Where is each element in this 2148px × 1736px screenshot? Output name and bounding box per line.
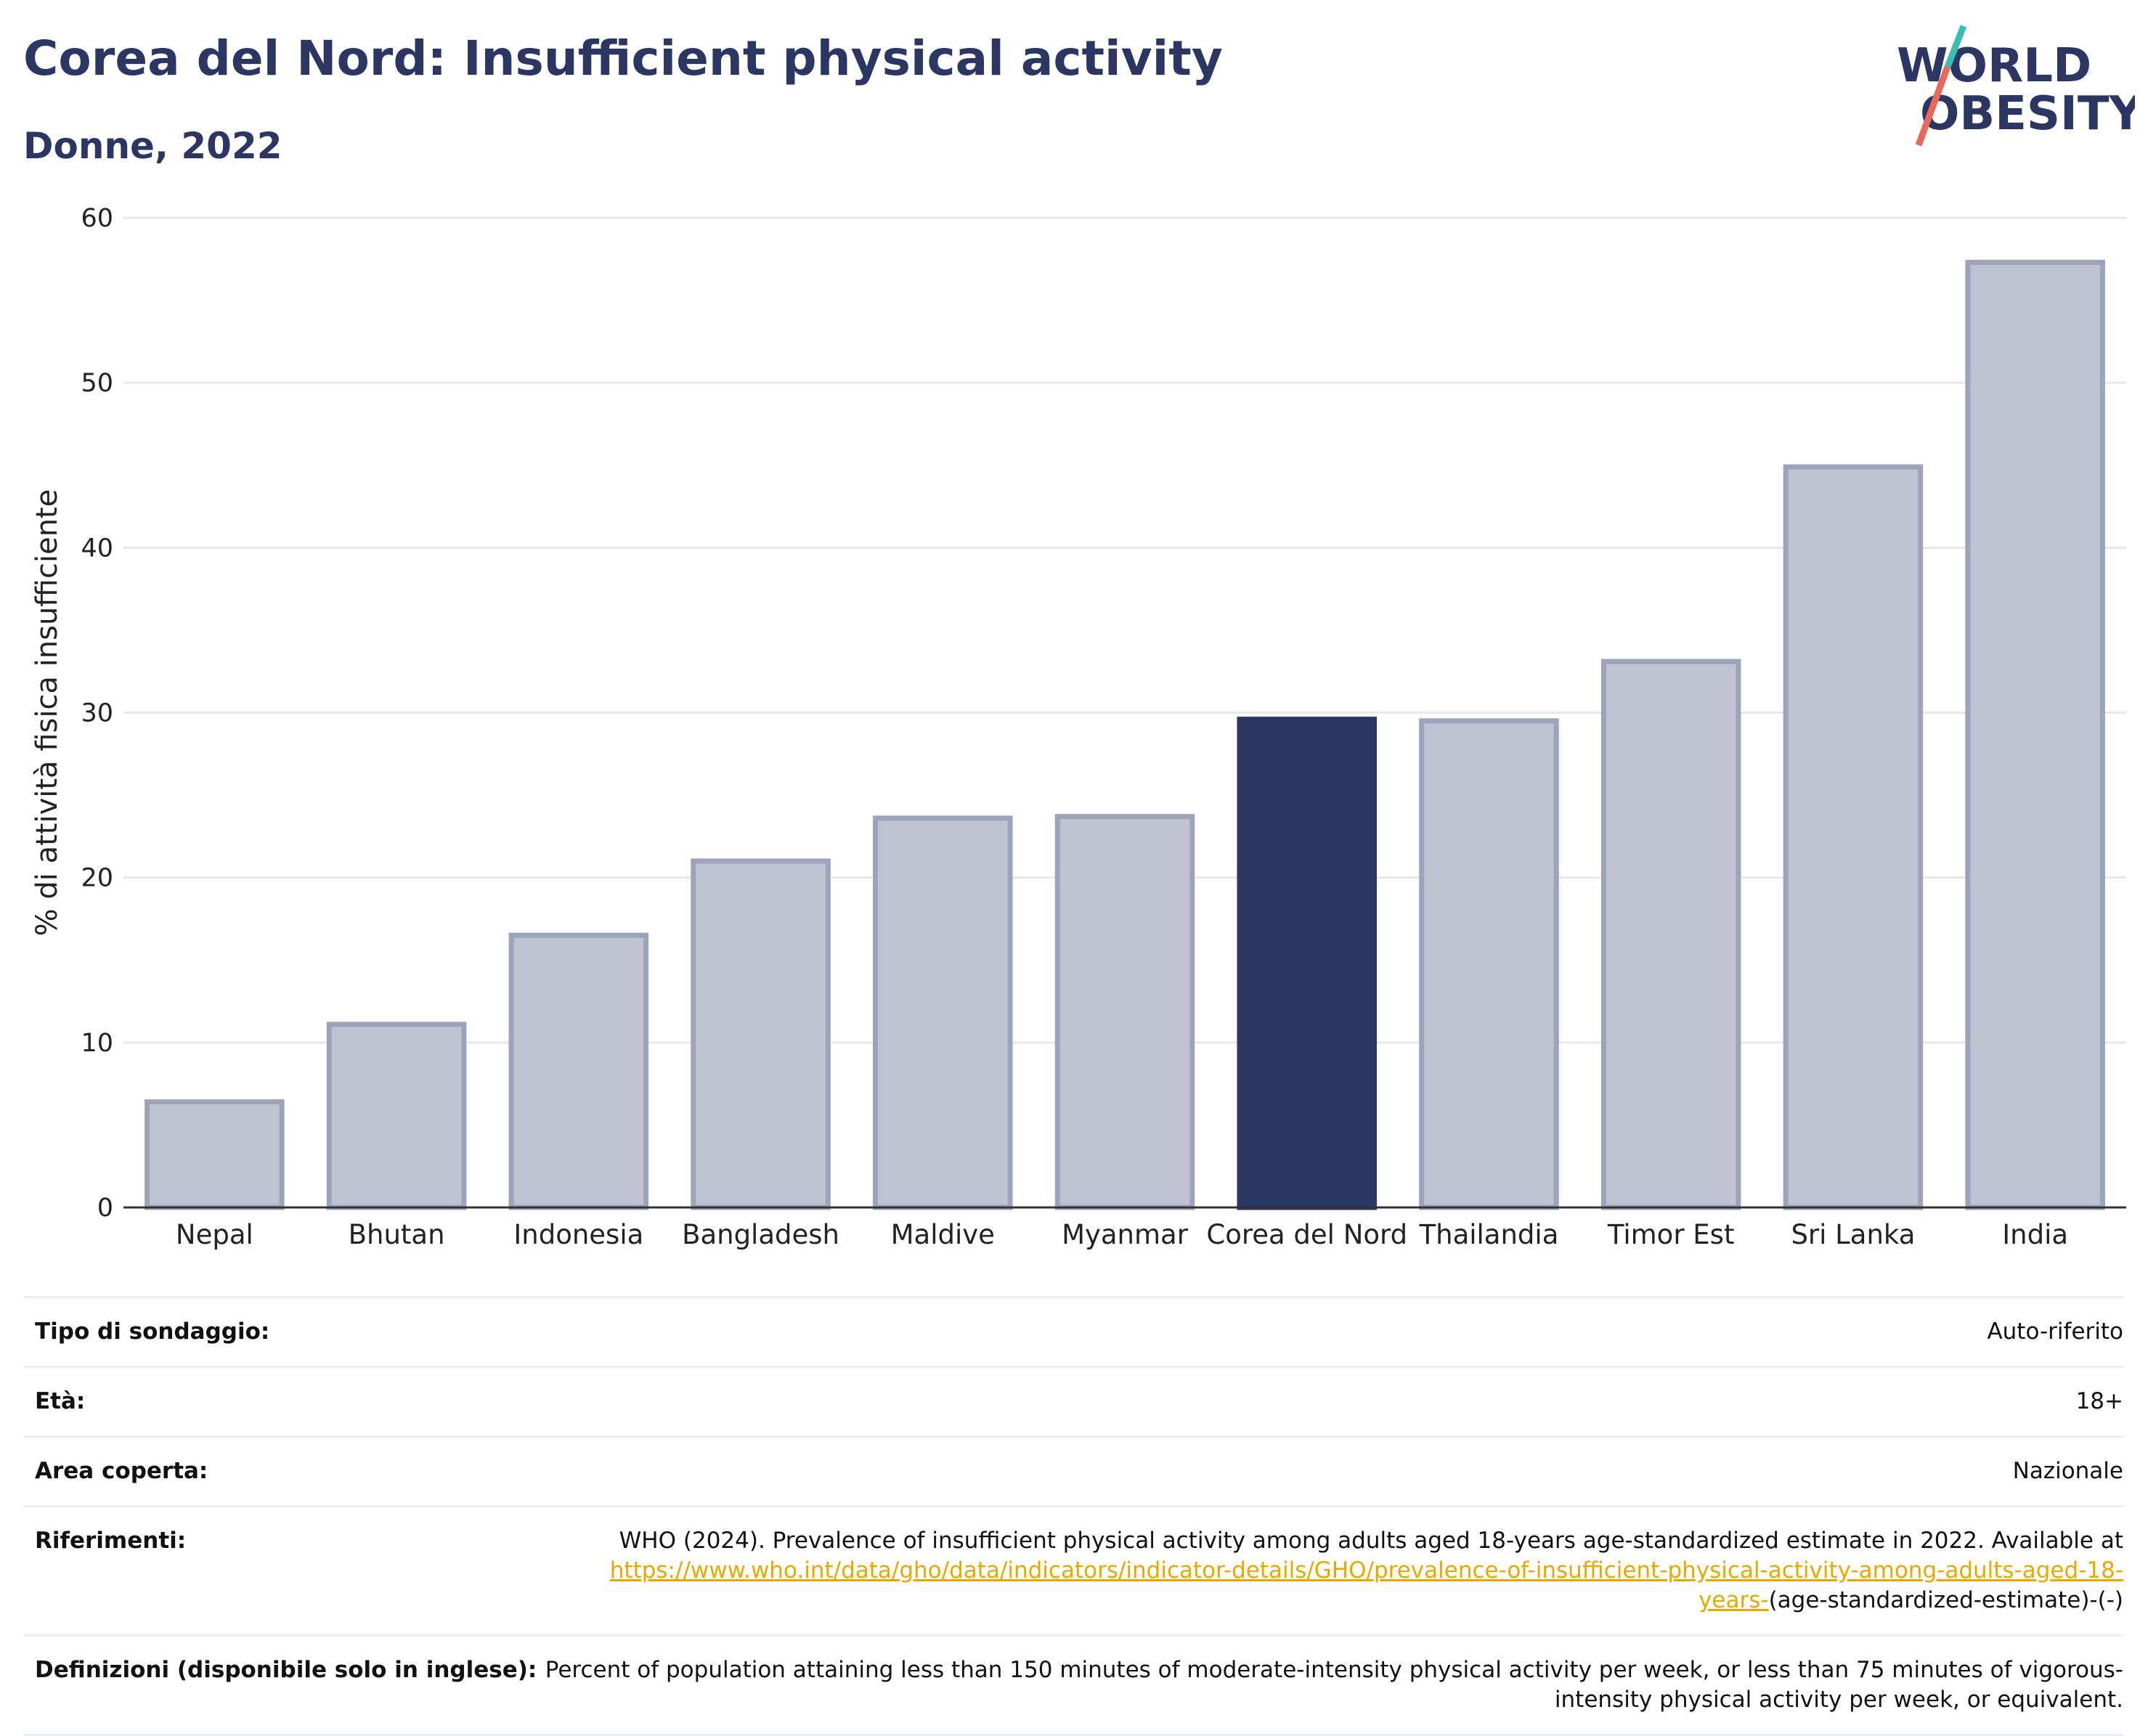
- logo-line1: WORLD: [1897, 39, 2091, 93]
- reference-suffix: (age-standardized-estimate)-(-): [1768, 1587, 2123, 1613]
- info-value: Auto-riferito: [1987, 1319, 2123, 1345]
- info-value: WHO (2024). Prevalence of insufficient p…: [540, 1526, 2123, 1615]
- y-axis-title: % di attività fisica insufficiente: [30, 489, 64, 937]
- logo-slash-teal: [1944, 25, 1967, 68]
- bar-thailandia[interactable]: [1419, 718, 1559, 1210]
- info-value: 18+: [2075, 1388, 2123, 1414]
- info-row-area: Area coperta: Nazionale: [23, 1438, 2123, 1507]
- bar-maldive[interactable]: [873, 815, 1013, 1210]
- info-value: Nazionale: [2012, 1458, 2123, 1484]
- info-label: Area coperta:: [35, 1458, 208, 1484]
- info-value: Percent of population attaining less tha…: [545, 1657, 2123, 1713]
- info-label: Riferimenti:: [35, 1528, 187, 1554]
- x-tick-label: Thailandia: [1419, 1219, 1559, 1250]
- y-tick-label: 10: [81, 1029, 113, 1058]
- y-tick-label: 20: [81, 864, 113, 893]
- y-axis-ticks: 0 10 20 30 40 50 60: [81, 204, 113, 1223]
- x-tick-label: Myanmar: [1062, 1219, 1189, 1250]
- x-tick-label: Maldive: [891, 1219, 995, 1250]
- y-tick-label: 0: [97, 1194, 113, 1223]
- info-row-references: Riferimenti: WHO (2024). Prevalence of i…: [23, 1507, 2123, 1637]
- logo-line2: OBESITY: [1920, 87, 2135, 141]
- info-row-survey-type: Tipo di sondaggio: Auto-riferito: [23, 1298, 2123, 1368]
- y-tick-label: 60: [81, 204, 113, 233]
- x-tick-label: Corea del Nord: [1206, 1219, 1407, 1250]
- bar-corea-del-nord[interactable]: [1237, 717, 1377, 1210]
- info-label: Età:: [35, 1388, 86, 1414]
- bar-nepal[interactable]: [145, 1099, 285, 1210]
- reference-link[interactable]: https://www.who.int/data/gho/data/indica…: [609, 1557, 2123, 1613]
- x-tick-label: Timor Est: [1607, 1219, 1735, 1250]
- chart-title: Corea del Nord: Insufficient physical ac…: [23, 30, 1223, 86]
- y-tick-label: 40: [81, 534, 113, 563]
- bars: [145, 259, 2105, 1210]
- x-tick-label: Bangladesh: [682, 1219, 839, 1250]
- y-tick-label: 50: [81, 369, 113, 398]
- info-label: Tipo di sondaggio:: [35, 1319, 270, 1345]
- bar-bhutan[interactable]: [326, 1022, 467, 1210]
- bar-myanmar[interactable]: [1054, 814, 1195, 1210]
- reference-text: WHO (2024). Prevalence of insufficient p…: [619, 1528, 2123, 1554]
- chart-subtitle: Donne, 2022: [23, 125, 282, 167]
- info-label: Definizioni (disponibile solo in inglese…: [35, 1657, 537, 1683]
- x-tick-label: Bhutan: [349, 1219, 445, 1250]
- world-obesity-logo[interactable]: WORLD OBESITY: [1888, 22, 2135, 152]
- bar-chart: 0 10 20 30 40 50 60 Nepal Bhutan Indonesia Bangla…: [30, 204, 2126, 1250]
- bar-india[interactable]: [1965, 259, 2105, 1210]
- info-row-definitions: Definizioni (disponibile solo in inglese…: [23, 1637, 2123, 1736]
- bar-timor-est[interactable]: [1600, 659, 1741, 1210]
- bar-indonesia[interactable]: [508, 932, 649, 1210]
- x-tick-label: Indonesia: [513, 1219, 643, 1250]
- x-tick-label: India: [2002, 1219, 2068, 1250]
- x-tick-label: Sri Lanka: [1791, 1219, 1915, 1250]
- logo-slash-coral: [1915, 65, 1951, 147]
- bar-bangladesh[interactable]: [691, 858, 831, 1210]
- info-row-age: Età: 18+: [23, 1368, 2123, 1438]
- x-tick-label: Nepal: [176, 1219, 253, 1250]
- info-table: Tipo di sondaggio: Auto-riferito Età: 18…: [23, 1296, 2123, 1736]
- bar-sri-lanka[interactable]: [1783, 464, 1924, 1210]
- y-tick-label: 30: [81, 699, 113, 728]
- x-axis-ticks: Nepal Bhutan Indonesia Bangladesh Maldive Mya…: [176, 1219, 2068, 1250]
